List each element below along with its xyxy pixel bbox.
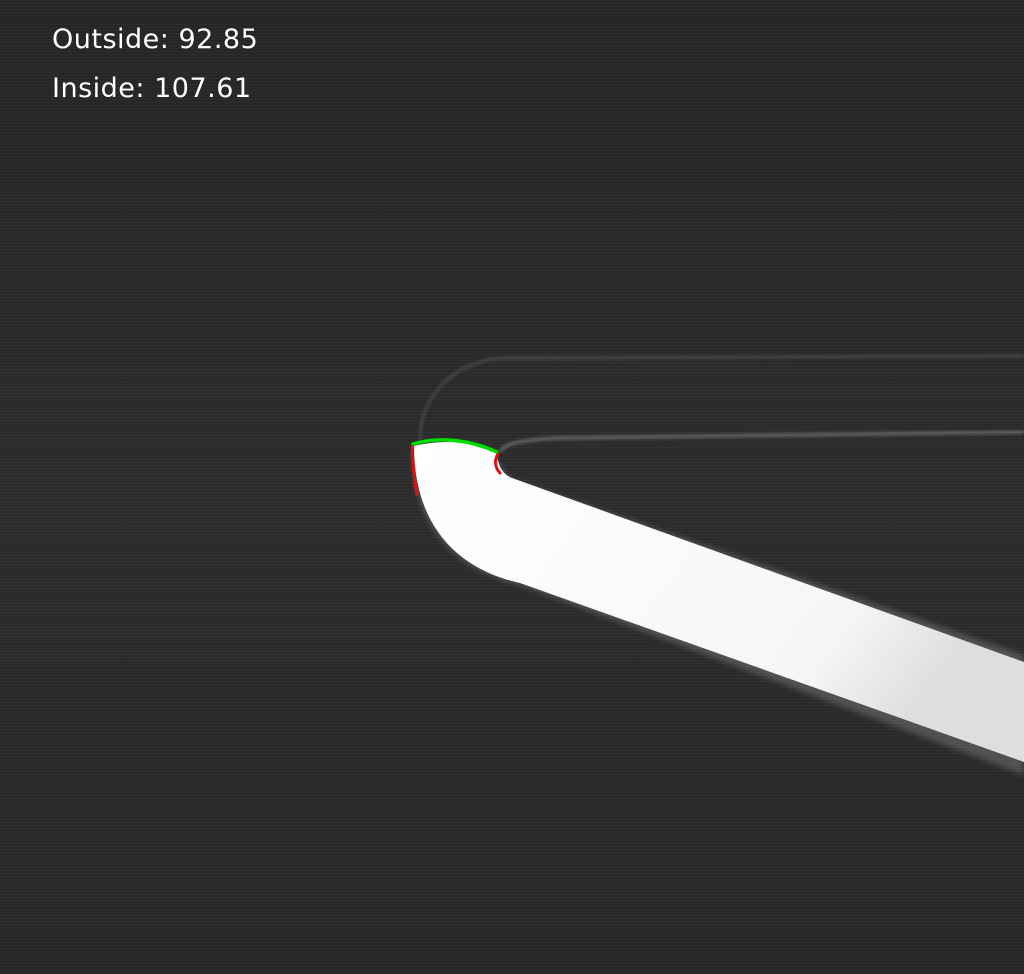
ghost-outline: [418, 354, 1024, 441]
inside-readout: Inside: 107.61: [52, 73, 252, 104]
specimen-body: [414, 442, 1024, 762]
outside-measure-right: [494, 452, 502, 475]
ghost-inner-edge: [498, 430, 1024, 453]
outside-measure-left: [410, 445, 419, 496]
inside-label: Inside:: [52, 73, 145, 104]
inside-value: 107.61: [154, 73, 252, 104]
outside-label: Outside:: [52, 24, 170, 55]
outside-readout: Outside: 92.85: [52, 24, 258, 55]
outside-value: 92.85: [178, 24, 259, 55]
inside-measure-arc: [411, 438, 499, 454]
